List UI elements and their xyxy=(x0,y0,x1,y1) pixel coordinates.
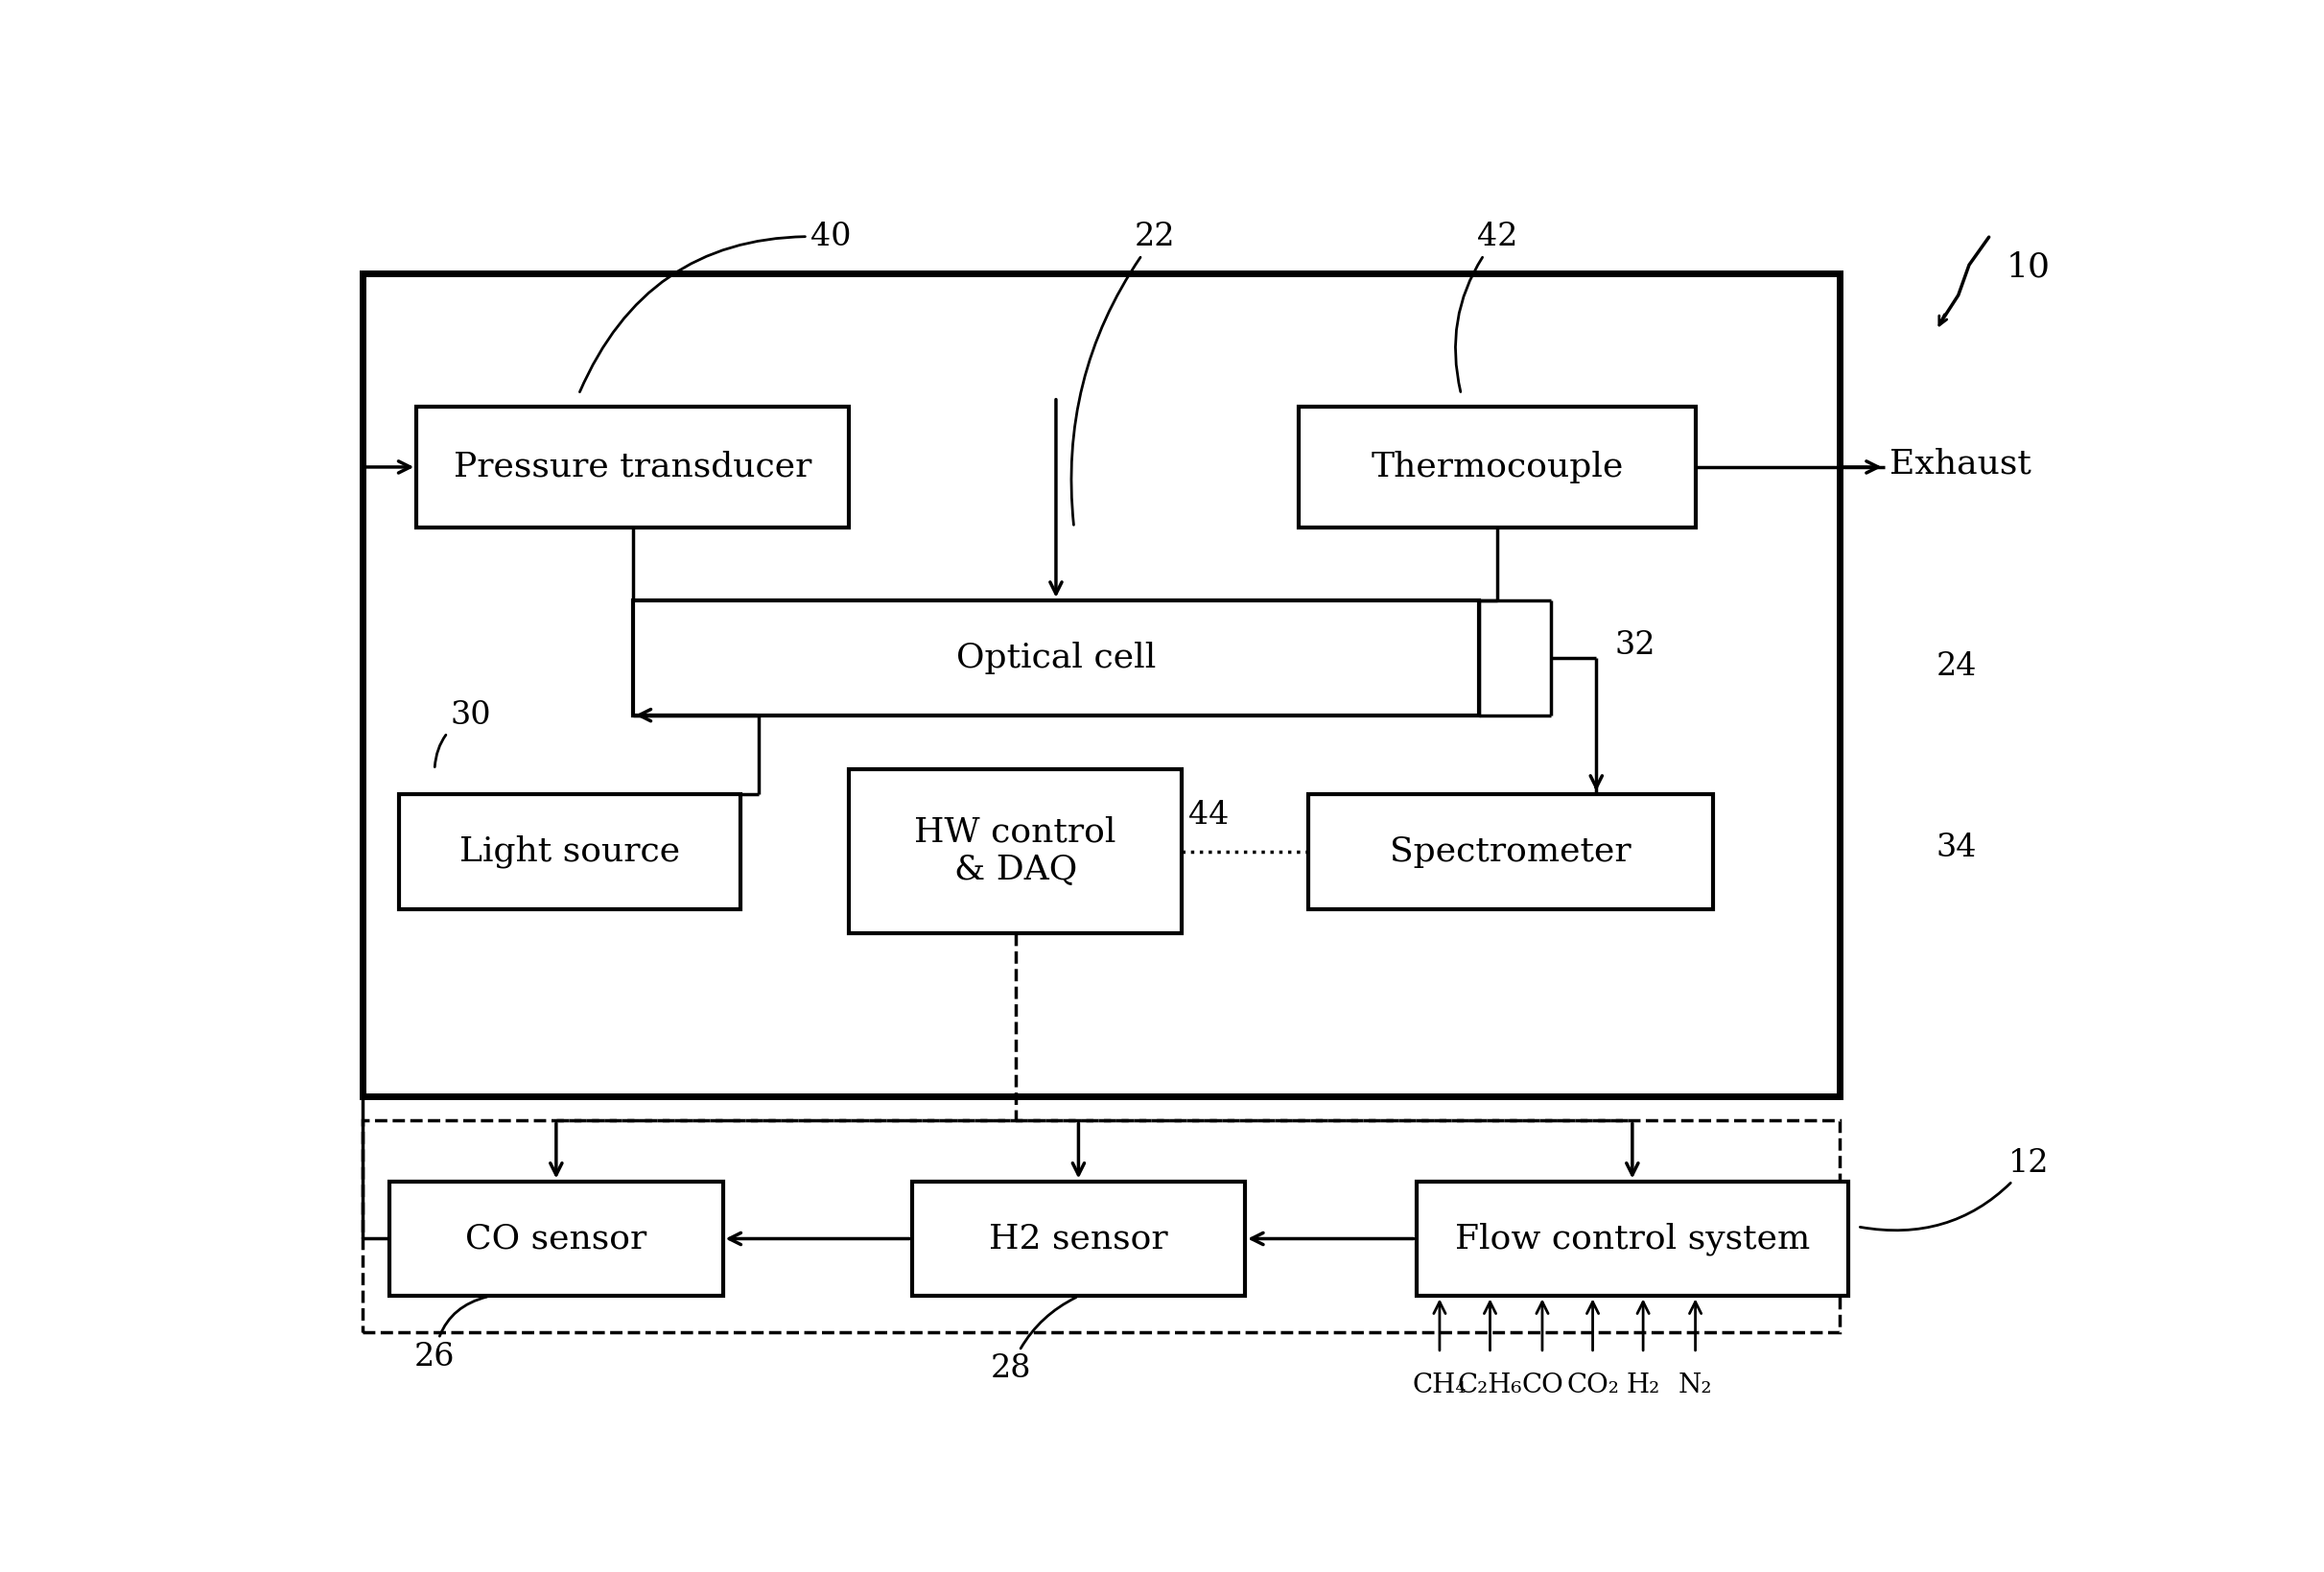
Text: 10: 10 xyxy=(2006,252,2050,283)
Text: CO sensor: CO sensor xyxy=(465,1223,646,1254)
Text: 22: 22 xyxy=(1071,222,1176,525)
Bar xyxy=(416,407,848,528)
Bar xyxy=(363,1121,1841,1333)
Text: 40: 40 xyxy=(579,222,851,391)
Text: Optical cell: Optical cell xyxy=(955,641,1155,674)
Text: 32: 32 xyxy=(1615,630,1655,660)
Text: Light source: Light source xyxy=(460,835,681,868)
Text: CH₄: CH₄ xyxy=(1413,1372,1466,1399)
Text: 44: 44 xyxy=(1190,800,1229,830)
Bar xyxy=(1299,407,1697,528)
Text: H2 sensor: H2 sensor xyxy=(990,1223,1169,1254)
Text: H₂: H₂ xyxy=(1627,1372,1659,1399)
Bar xyxy=(1415,1181,1848,1297)
Text: 42: 42 xyxy=(1455,222,1518,391)
Text: C₂H₆: C₂H₆ xyxy=(1457,1372,1522,1399)
Text: HW control
& DAQ: HW control & DAQ xyxy=(913,816,1116,887)
Text: Thermocouple: Thermocouple xyxy=(1371,451,1624,483)
Text: 26: 26 xyxy=(414,1297,488,1372)
Text: 28: 28 xyxy=(990,1297,1076,1385)
Text: 30: 30 xyxy=(435,700,490,767)
Bar xyxy=(911,1181,1246,1297)
Bar xyxy=(1308,794,1713,909)
Text: 34: 34 xyxy=(1936,833,1978,863)
Bar xyxy=(390,1181,723,1297)
Bar xyxy=(632,601,1478,715)
Text: Pressure transducer: Pressure transducer xyxy=(453,451,811,483)
Text: 12: 12 xyxy=(1859,1148,2050,1231)
Text: Exhaust: Exhaust xyxy=(1889,446,2031,479)
Bar xyxy=(363,274,1841,1097)
Text: 24: 24 xyxy=(1936,651,1978,682)
Text: Flow control system: Flow control system xyxy=(1455,1221,1810,1254)
Text: Spectrometer: Spectrometer xyxy=(1390,835,1631,868)
Text: CO: CO xyxy=(1522,1372,1564,1399)
Text: N₂: N₂ xyxy=(1678,1372,1713,1399)
Bar xyxy=(848,770,1183,934)
Text: CO₂: CO₂ xyxy=(1566,1372,1620,1399)
Bar xyxy=(400,794,741,909)
